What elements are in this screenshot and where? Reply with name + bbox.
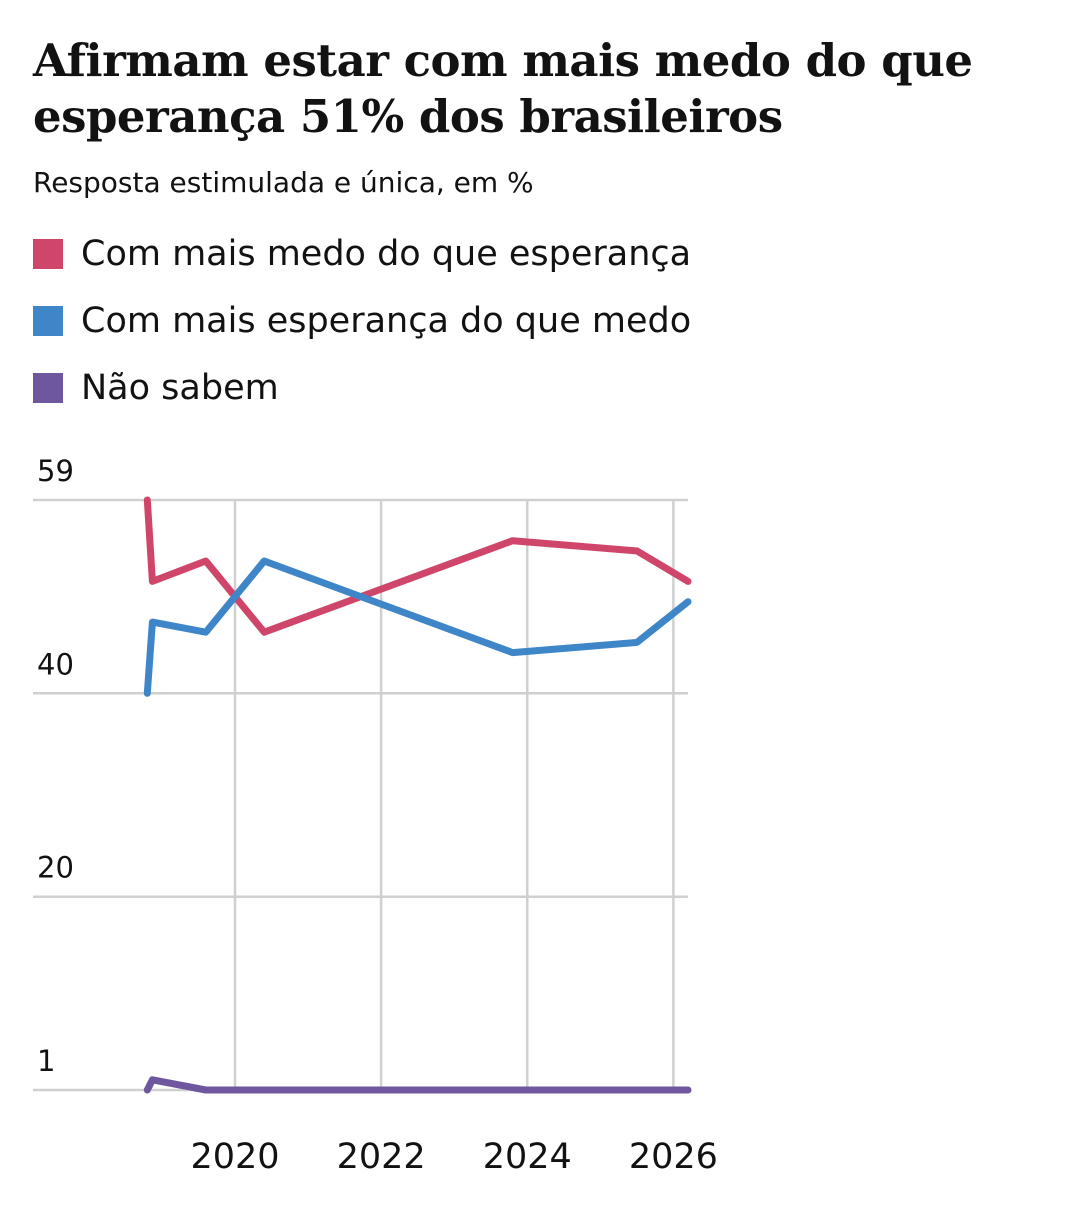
legend-label-nao-sabem: Não sabem [81, 367, 279, 408]
legend-label-medo: Com mais medo do que esperança [81, 233, 692, 274]
legend-swatch-nao-sabem [33, 372, 63, 403]
legend-swatch-esperanca [33, 305, 63, 336]
y-tick-label-59: 59 [37, 454, 74, 488]
x-tick-label-2024: 2024 [483, 1137, 572, 1177]
x-tick-label-2026: 2026 [629, 1137, 718, 1177]
x-tick-label-2022: 2022 [337, 1137, 426, 1177]
chart-subtitle: Resposta estimulada e única, em % [33, 166, 534, 199]
legend-item-medo: Com mais medo do que esperança [33, 220, 691, 287]
chart-legend: Com mais medo do que esperança Com mais … [33, 220, 691, 421]
legend-item-esperanca: Com mais esperança do que medo [33, 287, 691, 354]
legend-swatch-medo [33, 238, 63, 269]
series-layer [143, 496, 692, 1094]
y-tick-label-1: 1 [37, 1044, 55, 1078]
tick-layer: 59 40 20 1 2020 2022 2024 2026 [37, 454, 718, 1177]
grid-layer [33, 498, 688, 1092]
chart-title: Afirmam estar com mais medo do que esper… [33, 34, 973, 143]
series-line-esperanca [143, 557, 692, 697]
series-line-medo [143, 496, 692, 636]
x-tick-label-2020: 2020 [190, 1137, 279, 1177]
y-tick-label-20: 20 [37, 851, 74, 885]
y-tick-label-40: 40 [37, 647, 74, 681]
legend-item-nao-sabem: Não sabem [33, 354, 691, 421]
legend-label-esperanca: Com mais esperança do que medo [81, 300, 692, 341]
series-line-nao-sabem [143, 1076, 692, 1094]
